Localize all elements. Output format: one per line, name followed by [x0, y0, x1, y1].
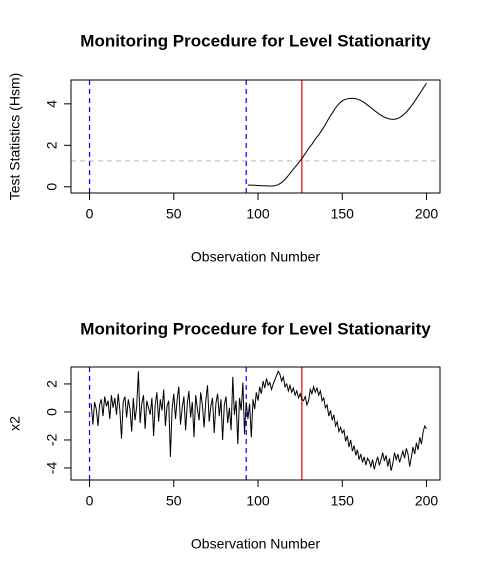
y-tick-label: -2 — [44, 434, 60, 447]
y-tick-label: 0 — [44, 408, 60, 416]
x-tick-label: 150 — [331, 206, 355, 222]
x-tick-label: 200 — [415, 493, 439, 509]
chart-title: Monitoring Procedure for Level Stationar… — [80, 319, 431, 338]
y-axis-label: Test Statistics (Hsm) — [7, 73, 23, 201]
y-tick-label: 2 — [44, 141, 60, 149]
x-axis-label: Observation Number — [191, 536, 321, 552]
x-tick-label: 0 — [86, 206, 94, 222]
plot-frame — [70, 366, 441, 481]
y-tick-label: -4 — [44, 462, 60, 475]
x-tick-label: 100 — [246, 206, 270, 222]
x-tick-label: 50 — [166, 493, 182, 509]
x-tick-label: 200 — [415, 206, 439, 222]
y-tick-label: 0 — [44, 183, 60, 191]
data-line — [247, 82, 427, 187]
x-tick-label: 0 — [86, 493, 94, 509]
data-line — [90, 370, 427, 471]
x-tick-label: 100 — [246, 493, 270, 509]
x-tick-label: 50 — [166, 206, 182, 222]
y-tick-label: 4 — [44, 100, 60, 108]
x-axis-label: Observation Number — [191, 249, 321, 265]
chart-title: Monitoring Procedure for Level Stationar… — [80, 31, 431, 50]
x-tick-label: 150 — [331, 493, 355, 509]
y-axis-label: x2 — [7, 416, 23, 431]
plot-frame — [70, 79, 441, 194]
y-tick-label: 2 — [44, 380, 60, 388]
